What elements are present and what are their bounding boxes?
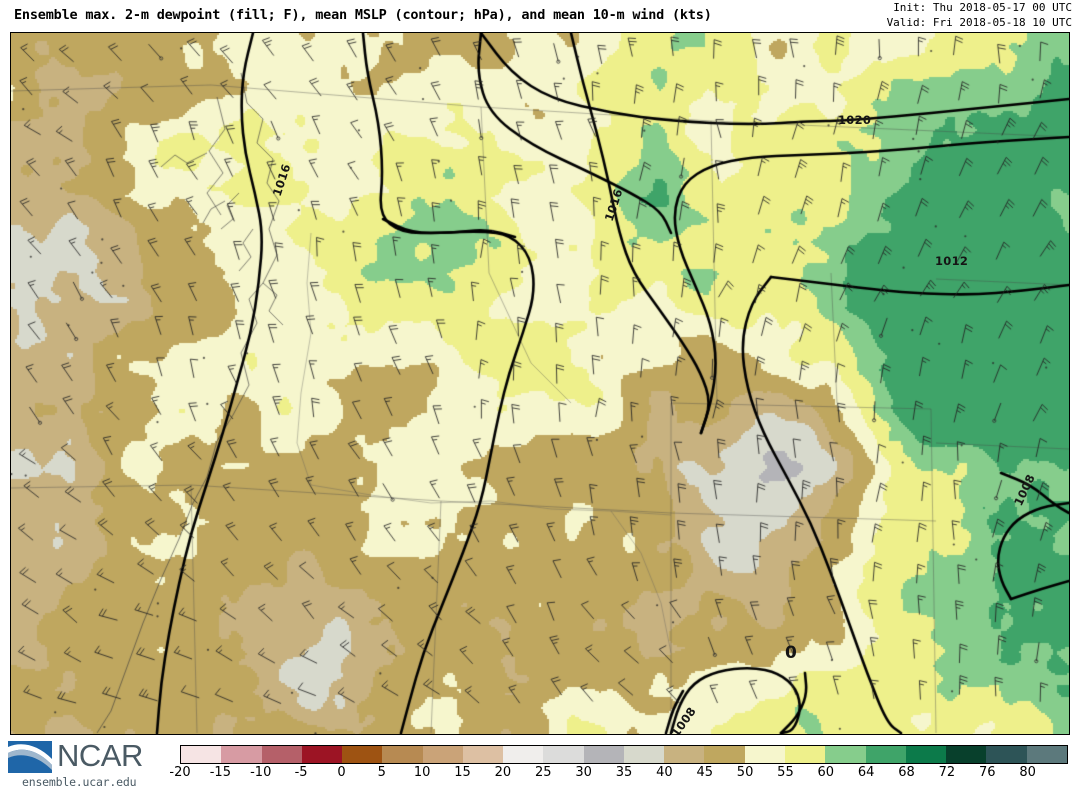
colorbar-tick: 15 (454, 765, 471, 780)
init-time-label: Init: Thu 2018-05-17 00 UTC (893, 1, 1072, 14)
colorbar-tick: 76 (978, 765, 996, 780)
colorbar-swatch (503, 746, 544, 763)
colorbar-tick: 10 (413, 765, 431, 780)
colorbar-swatch (342, 746, 383, 763)
map-panel[interactable]: 1016 1020 1016 1012 1008 0 1008 (10, 32, 1070, 735)
colorbar-swatch (543, 746, 584, 763)
colorbar-swatch (905, 746, 947, 763)
colorbar-swatch (261, 746, 302, 763)
colorbar-swatch (382, 746, 423, 763)
colorbar-swatch (462, 746, 504, 763)
forecast-timestamp-block: Init: Thu 2018-05-17 00 UTC Valid: Fri 2… (887, 1, 1072, 30)
colorbar-tick: 64 (857, 765, 875, 780)
dewpoint-fill-map (11, 33, 1069, 734)
contour-label: 1012 (935, 254, 969, 268)
colorbar-tick: 68 (898, 765, 915, 780)
colorbar-tick: 50 (736, 765, 754, 780)
colorbar-swatch (825, 746, 866, 763)
colorbar-tick: 20 (494, 765, 512, 780)
colorbar-swatch (946, 746, 987, 763)
ncar-logo-text: NCAR (57, 738, 143, 773)
colorbar-tick: -10 (250, 765, 272, 780)
colorbar-tick: -15 (209, 765, 231, 780)
colorbar-tick: -20 (169, 765, 191, 780)
colorbar-tick: 45 (696, 765, 713, 780)
colorbar-swatches (180, 745, 1068, 764)
colorbar-swatch (301, 746, 343, 763)
page-title: Ensemble max. 2-m dewpoint (fill; F), me… (14, 7, 712, 23)
colorbar-swatch (422, 746, 463, 763)
colorbar-tick: 35 (615, 765, 633, 780)
colorbar-swatch (181, 746, 222, 763)
valid-time-label: Valid: Fri 2018-05-18 10 UTC (886, 15, 1072, 29)
ncar-logo-url: ensemble.ucar.edu (22, 775, 137, 789)
colorbar-tick: -5 (294, 765, 308, 780)
colorbar-swatch (664, 746, 705, 763)
colorbar-tick-labels: -20 -15 -10 -5 0 5 10 15 20 25 30 35 40 45 50 55 60 64 68 7… (169, 765, 1068, 789)
colorbar-tick: 60 (817, 765, 835, 780)
contour-label: 1020 (838, 113, 872, 127)
contour-label: 0 (785, 643, 798, 663)
colorbar-tick: 30 (575, 765, 592, 780)
colorbar-swatch (221, 746, 262, 763)
colorbar-tick: 40 (656, 765, 673, 780)
colorbar[interactable]: -20 -15 -10 -5 0 5 10 15 20 25 30 35 40 45 50 55 60 64 68 7… (169, 745, 1068, 789)
colorbar-swatch (784, 746, 826, 763)
colorbar-tick: 72 (938, 765, 956, 780)
colorbar-swatch (583, 746, 624, 763)
colorbar-swatch (744, 746, 785, 763)
colorbar-swatch (865, 746, 906, 763)
header-bar: Ensemble max. 2-m dewpoint (fill; F), me… (0, 0, 1080, 32)
ncar-logo-mark-icon (8, 741, 52, 773)
colorbar-tick: 80 (1019, 765, 1036, 780)
colorbar-swatch (1026, 746, 1067, 763)
colorbar-tick: 55 (777, 765, 794, 780)
colorbar-swatch (986, 746, 1027, 763)
colorbar-tick: 25 (534, 765, 552, 780)
colorbar-tick: 5 (377, 765, 386, 780)
colorbar-swatch (623, 746, 665, 763)
colorbar-swatch (704, 746, 745, 763)
ncar-logo[interactable]: NCAR ensemble.ucar.edu (8, 738, 173, 789)
footer-bar: NCAR ensemble.ucar.edu -20 -15 -10 -5 0 5 10 15… (0, 735, 1080, 792)
colorbar-tick: 0 (337, 765, 346, 780)
